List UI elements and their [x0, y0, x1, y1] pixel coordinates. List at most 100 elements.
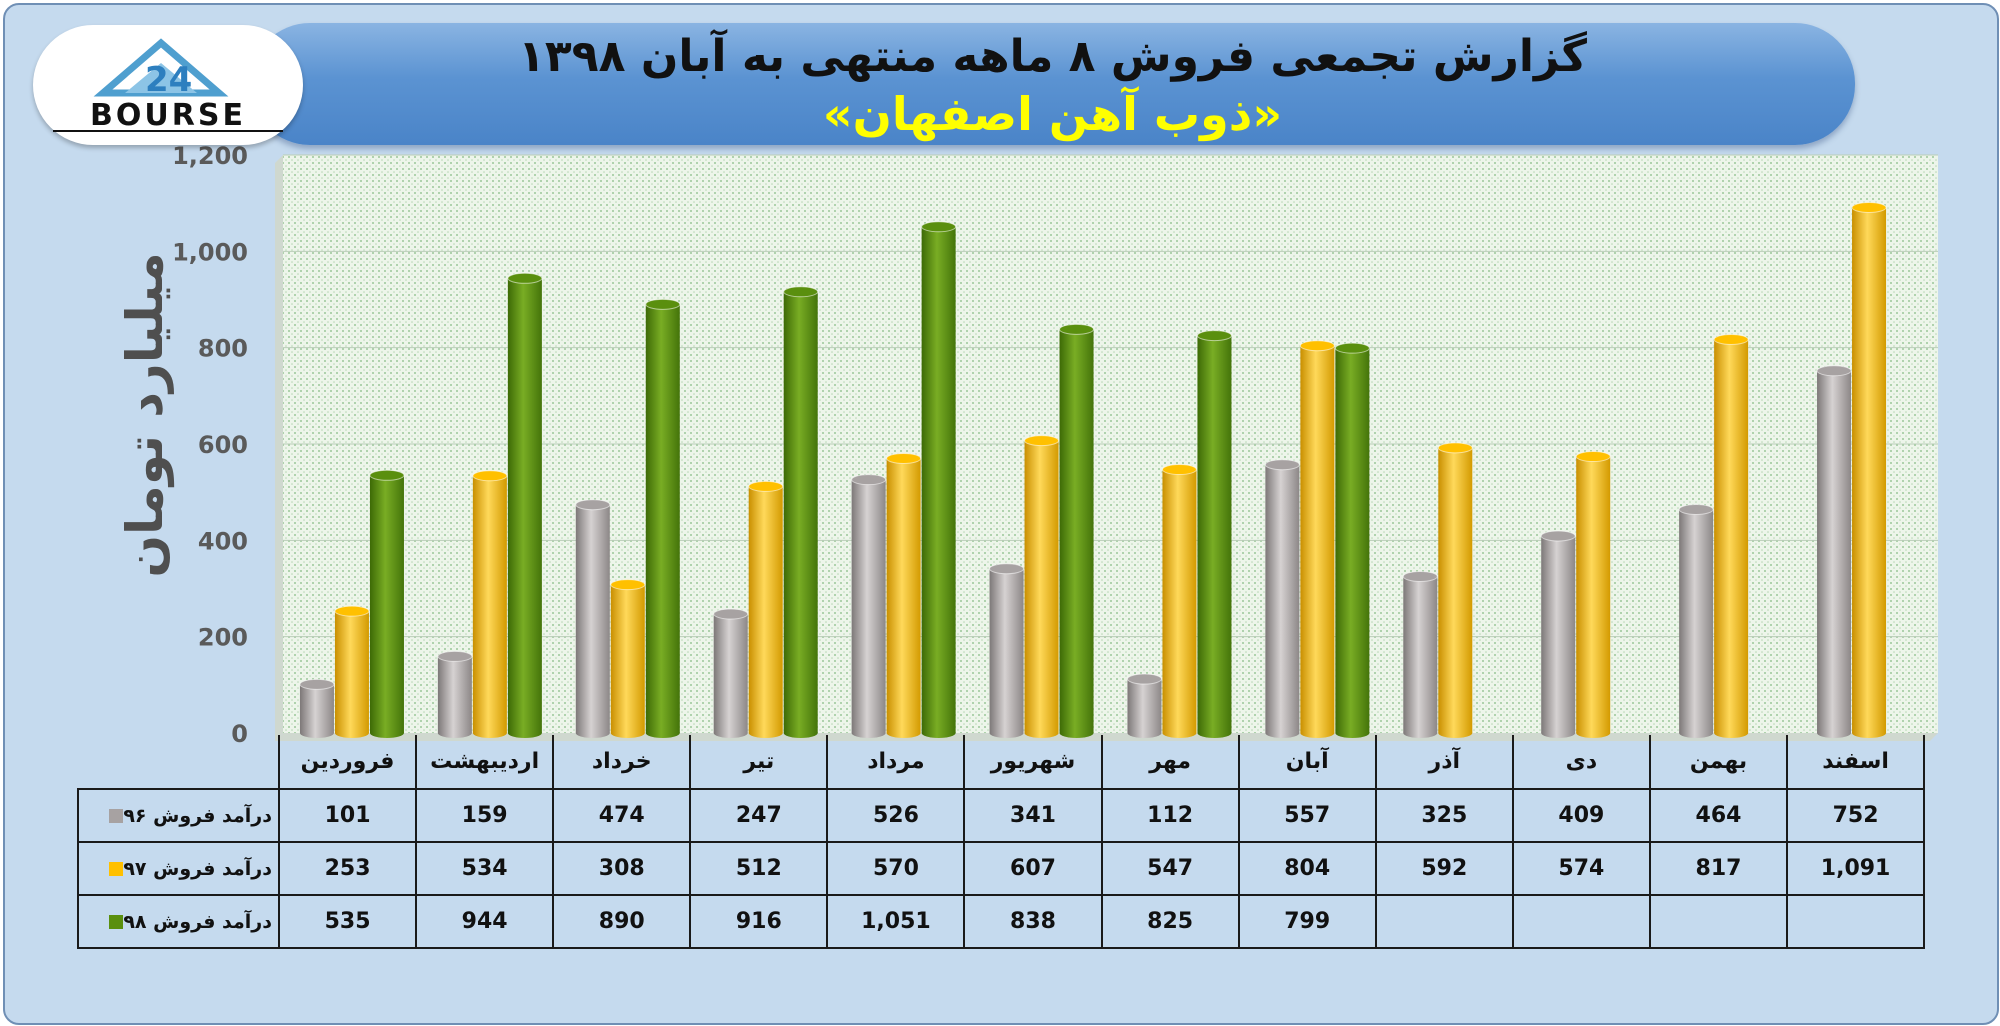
data-label: 159 — [415, 788, 555, 843]
data-label: 752 — [1786, 788, 1926, 843]
chart-frame: 0 200 400 600 800 1,000 1,200 گزارش تجمعی فروش… — [3, 3, 1999, 1025]
y-axis-title: میلیارد تومان — [116, 252, 174, 578]
bar — [507, 272, 543, 738]
data-label — [1648, 894, 1789, 949]
x-category-label: بهمن — [1648, 735, 1789, 790]
bar — [1264, 459, 1300, 738]
y-tick-label: 400 — [198, 527, 248, 555]
svg-text:24: 24 — [145, 60, 192, 100]
x-category-label: شهریور — [963, 735, 1103, 790]
bar — [472, 470, 508, 738]
x-category-label: خرداد — [552, 735, 692, 790]
data-label: 838 — [963, 894, 1103, 949]
bar — [1713, 333, 1749, 738]
data-label: 607 — [963, 841, 1103, 896]
x-category-label: دی — [1511, 735, 1651, 790]
data-label: 253 — [277, 841, 418, 896]
bar — [369, 469, 405, 738]
bar — [334, 605, 370, 738]
x-category-label: فروردین — [277, 735, 418, 790]
bar — [1126, 673, 1162, 738]
data-label: 535 — [277, 894, 418, 949]
data-label: 409 — [1511, 788, 1651, 843]
data-label: 804 — [1237, 841, 1377, 896]
x-category-label: آذر — [1374, 735, 1514, 790]
x-category-label: اردیبهشت — [415, 735, 555, 790]
chart-subtitle: «ذوب آهن اصفهان» — [822, 87, 1283, 141]
table-row: درآمد فروش ۹۶ 101 159 474 247 526 341 112 557 325… — [77, 788, 1926, 843]
data-label: 890 — [552, 894, 692, 949]
chart-title: گزارش تجمعی فروش ۸ ماهه منتهی به آبان ۱۳… — [518, 31, 1587, 82]
bar — [1299, 340, 1335, 738]
bar — [1437, 442, 1473, 738]
bar — [437, 650, 473, 738]
bar — [610, 579, 646, 738]
data-label: 526 — [826, 788, 966, 843]
bar — [1334, 342, 1370, 738]
legend-swatch-icon — [109, 809, 124, 823]
data-label: 916 — [689, 894, 829, 949]
bar — [575, 499, 611, 738]
data-label: 574 — [1511, 841, 1651, 896]
data-label: 247 — [689, 788, 829, 843]
x-category-label: تیر — [689, 735, 829, 790]
data-label: 547 — [1100, 841, 1240, 896]
y-tick-label: 1,200 — [172, 142, 248, 170]
bar — [1161, 464, 1197, 738]
svg-text:BOURSE: BOURSE — [90, 98, 246, 133]
data-label: 1,091 — [1786, 841, 1926, 896]
legend-label: درآمد فروش ۹۶ — [123, 804, 272, 827]
data-label: 570 — [826, 841, 966, 896]
data-label: 341 — [963, 788, 1103, 843]
bar — [783, 286, 819, 738]
data-label: 101 — [277, 788, 418, 843]
bar — [1816, 365, 1852, 738]
table-row: درآمد فروش ۹۷ 253 534 308 512 570 607 547 804 592… — [77, 841, 1926, 896]
bar — [713, 608, 749, 738]
bourse24-logo: 24 BOURSE — [33, 25, 303, 145]
logo-mark-icon: 24 BOURSE — [53, 38, 283, 133]
y-tick-label: 600 — [198, 431, 248, 459]
data-label — [1511, 894, 1651, 949]
data-label: 534 — [415, 841, 555, 896]
y-tick-label: 200 — [198, 624, 248, 652]
title-banner: گزارش تجمعی فروش ۸ ماهه منتهی به آبان ۱۳… — [250, 23, 1855, 145]
x-category-label: آبان — [1237, 735, 1377, 790]
legend-swatch-icon — [109, 862, 124, 876]
bar — [886, 452, 922, 738]
x-category-label: اسفند — [1786, 735, 1926, 790]
legend-label: درآمد فروش ۹۸ — [123, 910, 272, 933]
data-label: 592 — [1374, 841, 1514, 896]
legend-entry: درآمد فروش ۹۸ — [77, 894, 280, 949]
bar — [299, 678, 335, 738]
table-row: درآمد فروش ۹۸ 535 944 890 916 1,051 838 825 799 — [77, 894, 1926, 949]
data-table: فروردین اردیبهشت خرداد تیر مرداد شهریور مهر آبا… — [77, 735, 1926, 949]
bar — [1196, 330, 1232, 738]
bar — [1402, 570, 1438, 738]
data-label: 512 — [689, 841, 829, 896]
data-label: 557 — [1237, 788, 1377, 843]
data-label — [1786, 894, 1926, 949]
bar — [989, 563, 1025, 738]
bar — [851, 474, 887, 738]
table-corner — [78, 735, 280, 789]
bar — [1540, 530, 1576, 738]
plot-side-wall — [275, 155, 283, 741]
x-category-label: مهر — [1100, 735, 1240, 790]
bar — [1024, 435, 1060, 738]
data-label: 817 — [1648, 841, 1789, 896]
legend-swatch-icon — [109, 915, 124, 929]
data-label: 474 — [552, 788, 692, 843]
data-label: 308 — [552, 841, 692, 896]
data-label — [1374, 894, 1514, 949]
bar — [1851, 202, 1887, 738]
data-label: 799 — [1237, 894, 1377, 949]
legend-label: درآمد فروش ۹۷ — [123, 857, 272, 880]
bar — [1678, 504, 1714, 738]
legend-entry: درآمد فروش ۹۷ — [77, 841, 280, 896]
y-tick-label: 800 — [198, 335, 248, 363]
data-label: 112 — [1100, 788, 1240, 843]
bar — [748, 480, 784, 738]
y-tick-label: 1,000 — [172, 238, 248, 266]
